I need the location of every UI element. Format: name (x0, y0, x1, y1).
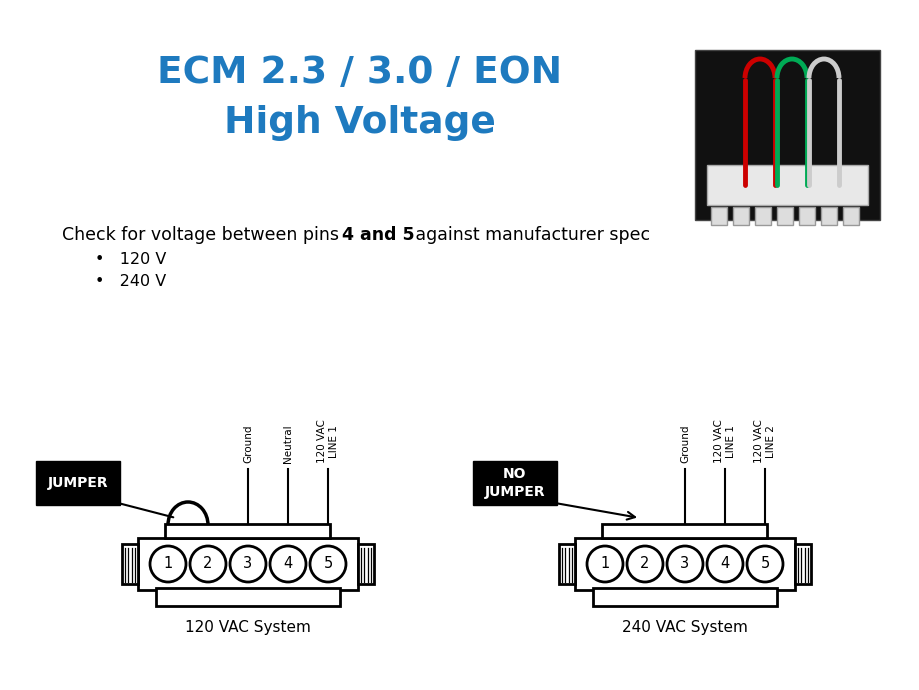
Text: 120 VAC
LINE 2: 120 VAC LINE 2 (754, 419, 775, 463)
FancyBboxPatch shape (574, 538, 794, 590)
Text: •   240 V: • 240 V (95, 274, 166, 289)
Text: JUMPER: JUMPER (484, 485, 545, 499)
Text: 4 and 5: 4 and 5 (342, 226, 414, 244)
Text: 120 VAC
LINE 1: 120 VAC LINE 1 (317, 419, 338, 463)
Text: 5: 5 (323, 557, 333, 571)
Text: 2: 2 (203, 557, 212, 571)
Text: 4: 4 (283, 557, 292, 571)
Text: 1: 1 (164, 557, 173, 571)
Text: 1: 1 (600, 557, 609, 571)
FancyBboxPatch shape (138, 538, 357, 590)
FancyBboxPatch shape (842, 207, 858, 225)
Circle shape (190, 546, 226, 582)
Circle shape (706, 546, 743, 582)
FancyBboxPatch shape (36, 461, 119, 505)
Text: 240 VAC System: 240 VAC System (621, 620, 747, 635)
FancyBboxPatch shape (694, 50, 879, 220)
FancyBboxPatch shape (165, 524, 330, 538)
FancyBboxPatch shape (601, 524, 766, 538)
Text: 3: 3 (680, 557, 689, 571)
FancyBboxPatch shape (593, 588, 777, 606)
FancyBboxPatch shape (122, 544, 138, 584)
Text: Ground: Ground (679, 424, 689, 463)
FancyBboxPatch shape (732, 207, 748, 225)
Text: 120 VAC
LINE 1: 120 VAC LINE 1 (713, 419, 735, 463)
Circle shape (230, 546, 266, 582)
FancyBboxPatch shape (794, 544, 811, 584)
Text: JUMPER: JUMPER (48, 476, 108, 490)
Text: 2: 2 (640, 557, 649, 571)
Text: 4: 4 (720, 557, 729, 571)
Circle shape (586, 546, 622, 582)
Text: NO: NO (503, 467, 527, 481)
FancyBboxPatch shape (777, 207, 792, 225)
Text: against manufacturer spec: against manufacturer spec (410, 226, 650, 244)
FancyBboxPatch shape (710, 207, 726, 225)
Text: •   120 V: • 120 V (95, 252, 166, 267)
FancyBboxPatch shape (472, 461, 556, 505)
FancyBboxPatch shape (559, 544, 574, 584)
Text: Neutral: Neutral (283, 424, 292, 463)
FancyBboxPatch shape (357, 544, 374, 584)
FancyBboxPatch shape (820, 207, 836, 225)
Circle shape (310, 546, 346, 582)
Circle shape (269, 546, 306, 582)
FancyBboxPatch shape (798, 207, 814, 225)
Text: Ground: Ground (243, 424, 253, 463)
Text: Check for voltage between pins: Check for voltage between pins (62, 226, 344, 244)
Text: 3: 3 (244, 557, 253, 571)
Text: 5: 5 (759, 557, 769, 571)
Circle shape (627, 546, 663, 582)
Circle shape (666, 546, 702, 582)
Text: 120 VAC System: 120 VAC System (185, 620, 311, 635)
Text: High Voltage: High Voltage (224, 105, 495, 141)
FancyBboxPatch shape (754, 207, 770, 225)
FancyBboxPatch shape (706, 165, 867, 205)
Circle shape (150, 546, 186, 582)
Circle shape (746, 546, 782, 582)
FancyBboxPatch shape (156, 588, 340, 606)
Text: ECM 2.3 / 3.0 / EON: ECM 2.3 / 3.0 / EON (157, 55, 562, 91)
